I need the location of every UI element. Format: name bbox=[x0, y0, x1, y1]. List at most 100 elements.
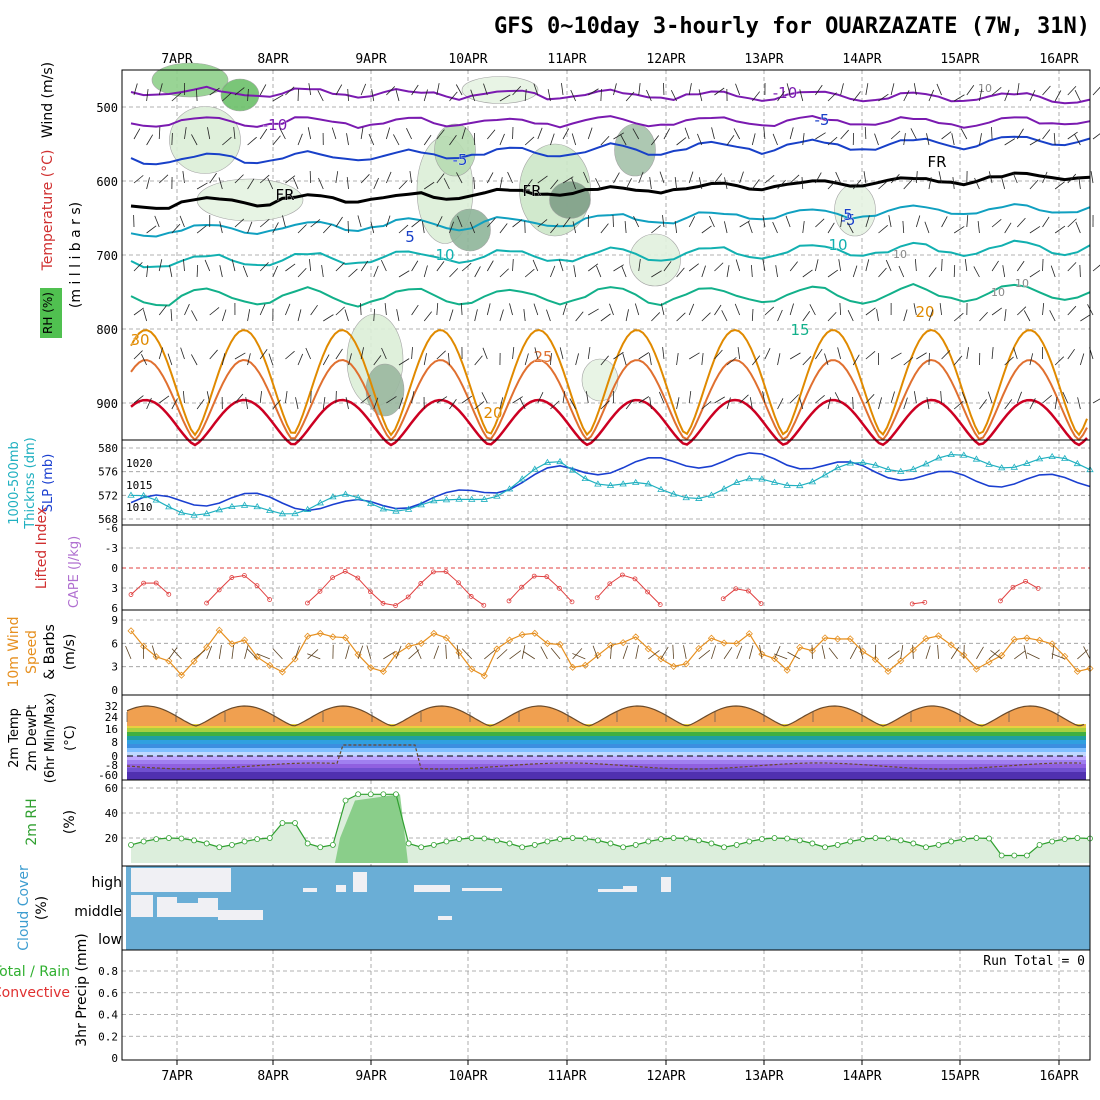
wind-barb bbox=[133, 83, 138, 96]
cloud-high-9 bbox=[661, 877, 671, 892]
wind-barb bbox=[1074, 134, 1081, 146]
wind-barb bbox=[360, 347, 364, 360]
wind-barb bbox=[537, 219, 548, 228]
wind-barb bbox=[1079, 264, 1081, 278]
wind-speed-point bbox=[341, 634, 350, 642]
wind-barb bbox=[711, 127, 715, 140]
wind-barb bbox=[1080, 314, 1091, 322]
wind-barb bbox=[222, 92, 232, 102]
wind-barb bbox=[209, 172, 217, 184]
wind-speed-point bbox=[253, 653, 261, 661]
upper-ytick-1: 600 bbox=[96, 175, 118, 189]
xlabel-bottom-7: 14APR bbox=[842, 1069, 881, 1084]
li-ytick-3: 3 bbox=[111, 582, 118, 595]
thickness-ytick-2: 572 bbox=[98, 489, 118, 502]
lifted-index-line bbox=[722, 588, 762, 604]
wind-barb bbox=[1074, 90, 1081, 102]
lifted-index-point bbox=[657, 602, 663, 607]
wind-barb bbox=[651, 270, 662, 278]
thickness-point bbox=[1073, 459, 1082, 467]
wind-barb bbox=[762, 259, 766, 272]
thickness-point bbox=[139, 491, 148, 499]
wind-barb bbox=[295, 397, 299, 410]
wind-barb bbox=[1049, 310, 1056, 322]
wind-barb bbox=[373, 309, 375, 322]
thickness-point bbox=[417, 501, 425, 508]
thickness-point bbox=[303, 505, 312, 512]
wind-barb bbox=[674, 177, 677, 190]
wind-barb bbox=[815, 348, 823, 360]
wind-barb bbox=[322, 354, 330, 366]
wind-barb bbox=[714, 304, 722, 316]
contour-label-1: -10 bbox=[263, 116, 288, 134]
wind-barb bbox=[737, 347, 741, 360]
wind-barb bbox=[739, 394, 749, 404]
wind-barb bbox=[966, 347, 969, 360]
wind-barb bbox=[474, 355, 483, 366]
wind-barb bbox=[596, 265, 602, 278]
wind-barb bbox=[259, 262, 269, 272]
wind-barb bbox=[987, 391, 993, 404]
wind-barb bbox=[903, 90, 910, 102]
wind-barb bbox=[449, 91, 458, 102]
wind-barb bbox=[221, 309, 227, 322]
wind-speed-point bbox=[569, 663, 577, 671]
wind-barb bbox=[348, 268, 358, 278]
wind-barb bbox=[903, 179, 913, 190]
wind-barb bbox=[346, 133, 349, 146]
wind-barb bbox=[928, 89, 935, 102]
lifted-index-point bbox=[569, 599, 575, 605]
cloud-level-0: high bbox=[91, 875, 122, 891]
rh-shade-6 bbox=[449, 208, 491, 252]
wind-barb bbox=[733, 128, 741, 140]
wind-barb bbox=[460, 303, 463, 316]
wind-barb bbox=[726, 134, 735, 146]
wind-speed-point bbox=[670, 662, 678, 671]
wind-ytick-0: 9 bbox=[111, 614, 118, 627]
wind-barb bbox=[196, 225, 207, 234]
wind-barb bbox=[297, 133, 303, 146]
wind-barb bbox=[698, 177, 703, 190]
wind-barb-10m bbox=[550, 647, 561, 660]
wind-barb bbox=[182, 391, 185, 404]
wind-barb bbox=[613, 132, 624, 140]
cloud-mid-4 bbox=[218, 910, 263, 920]
wind-barb bbox=[840, 215, 843, 228]
contour-label-11: 5 bbox=[843, 206, 853, 224]
thickness-point bbox=[152, 496, 160, 503]
cloud-mid-3 bbox=[198, 898, 218, 917]
wind-barb bbox=[827, 92, 837, 102]
wind-barb bbox=[360, 83, 367, 96]
wind-barb bbox=[486, 172, 494, 184]
wind-barb bbox=[310, 304, 318, 316]
wind-barb-10m bbox=[433, 645, 440, 660]
wind-barb bbox=[1016, 83, 1020, 96]
wind-barb bbox=[373, 265, 379, 278]
wind-speed-point bbox=[581, 661, 589, 669]
wind-speed-point bbox=[619, 639, 627, 647]
wind-barb bbox=[533, 303, 539, 316]
wind-barb bbox=[595, 178, 602, 190]
wind-barb bbox=[890, 83, 895, 96]
wind-barb bbox=[268, 353, 274, 366]
wind-barb bbox=[649, 353, 652, 366]
wind-barb bbox=[499, 223, 508, 234]
wind-barb bbox=[562, 391, 566, 404]
xlabel-top-3: 10APR bbox=[448, 52, 487, 67]
wind-barb-10m bbox=[408, 649, 420, 660]
wind-barb bbox=[575, 353, 579, 366]
thickness-line bbox=[130, 453, 1091, 516]
rh-point bbox=[695, 837, 702, 844]
wind-barb-10m bbox=[231, 644, 235, 659]
wind-barb bbox=[625, 91, 635, 102]
wind-barb bbox=[1054, 181, 1065, 190]
wind-barb bbox=[688, 263, 699, 272]
isotherm-10 bbox=[130, 239, 1091, 269]
wind-speed-point bbox=[215, 626, 223, 634]
wind-barb-10m bbox=[218, 644, 222, 659]
wind-barb bbox=[1016, 391, 1022, 404]
wind-barb bbox=[802, 221, 805, 234]
wind-speed-point bbox=[442, 634, 451, 642]
wind-barb bbox=[789, 303, 794, 316]
wind-barb bbox=[613, 83, 617, 96]
